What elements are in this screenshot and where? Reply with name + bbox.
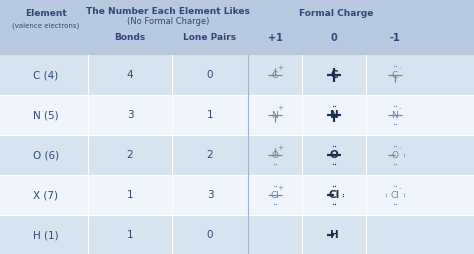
Text: Element: Element [25, 9, 67, 19]
Text: 3: 3 [127, 110, 133, 120]
Text: H: H [329, 230, 338, 240]
Text: -: - [399, 105, 401, 111]
Bar [0, 0, 474, 55]
Text: Cl: Cl [328, 190, 340, 200]
Text: -1: -1 [390, 33, 401, 43]
Text: The Number Each Element Likes: The Number Each Element Likes [86, 7, 250, 15]
Text: -: - [399, 65, 401, 71]
Text: N: N [392, 110, 398, 119]
Bar [0, 215, 474, 254]
Text: Bonds: Bonds [114, 34, 146, 42]
Text: C: C [272, 71, 278, 80]
Text: 1: 1 [127, 190, 133, 200]
Text: C: C [330, 70, 338, 80]
Text: C (4): C (4) [33, 70, 59, 80]
Text: (No Formal Charge): (No Formal Charge) [127, 18, 209, 26]
Bar [0, 175, 474, 215]
Text: Lone Pairs: Lone Pairs [183, 34, 237, 42]
Text: 2: 2 [127, 150, 133, 160]
Text: Formal Charge: Formal Charge [299, 9, 373, 19]
Text: O: O [272, 151, 279, 160]
Text: (valence electrons): (valence electrons) [12, 23, 80, 29]
Text: 2: 2 [207, 150, 213, 160]
Bar [0, 95, 474, 135]
Text: X (7): X (7) [34, 190, 58, 200]
Text: +: + [277, 65, 283, 71]
Text: Cl: Cl [271, 190, 280, 199]
Text: N (5): N (5) [33, 110, 59, 120]
Text: +: + [277, 105, 283, 111]
Text: Cl: Cl [391, 190, 400, 199]
Bar [0, 135, 474, 175]
Text: +1: +1 [267, 33, 283, 43]
Text: O: O [392, 151, 399, 160]
Text: N: N [329, 110, 338, 120]
Text: H (1): H (1) [33, 230, 59, 240]
Text: 0: 0 [207, 70, 213, 80]
Text: +: + [277, 145, 283, 151]
Text: 4: 4 [127, 70, 133, 80]
Text: O (6): O (6) [33, 150, 59, 160]
Text: 0: 0 [207, 230, 213, 240]
Text: -: - [399, 185, 401, 191]
Bar [0, 55, 474, 95]
Text: 0: 0 [331, 33, 337, 43]
Text: N: N [272, 110, 278, 119]
Text: 3: 3 [207, 190, 213, 200]
Text: 1: 1 [127, 230, 133, 240]
Text: 1: 1 [207, 110, 213, 120]
Text: C: C [392, 71, 398, 80]
Text: +: + [277, 185, 283, 191]
Text: -: - [399, 145, 401, 151]
Text: O: O [329, 150, 338, 160]
